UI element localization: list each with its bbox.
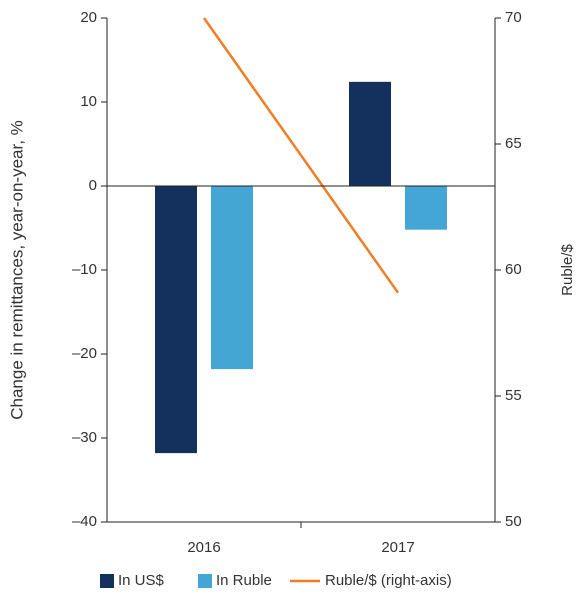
- y2-tick-label: 70: [505, 9, 522, 26]
- y-tick-label: 10: [80, 93, 97, 110]
- legend-swatch: [100, 574, 114, 588]
- bar: [405, 186, 447, 230]
- legend-label: In US$: [118, 572, 165, 589]
- bar: [349, 81, 391, 186]
- bar: [155, 186, 197, 454]
- y-tick-label: 20: [80, 9, 97, 26]
- x-tick-label: 2017: [381, 539, 414, 556]
- y-tick-label: 0: [89, 177, 97, 194]
- y-tick-label: –20: [72, 345, 97, 362]
- y-axis-label: Change in remittances, year-on-year, %: [7, 120, 26, 420]
- x-tick-label: 2016: [187, 539, 220, 556]
- legend-label: In Ruble: [216, 572, 272, 589]
- y2-tick-label: 65: [505, 135, 522, 152]
- y2-tick-label: 55: [505, 387, 522, 404]
- y2-tick-label: 50: [505, 513, 522, 530]
- line-series: [202, 17, 400, 294]
- legend-swatch: [198, 574, 212, 588]
- y-tick-label: –10: [72, 261, 97, 278]
- y-tick-label: –40: [72, 513, 97, 530]
- y2-tick-label: 60: [505, 261, 522, 278]
- legend-label: Ruble/$ (right-axis): [325, 572, 452, 589]
- y-tick-label: –30: [72, 429, 97, 446]
- y2-axis-label: Ruble/$: [559, 243, 576, 295]
- bar: [211, 186, 253, 370]
